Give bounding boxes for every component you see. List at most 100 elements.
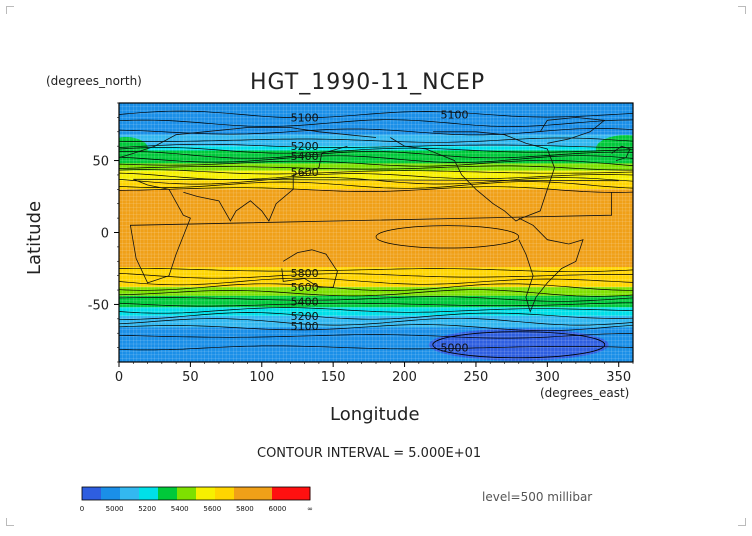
colorbar-frame [81,486,311,501]
band-10 [119,295,633,308]
contour-line [119,307,633,314]
band-7 [119,189,633,268]
contour-closed [432,331,606,359]
contour-label: 5100 [291,320,319,333]
contour-line [119,181,633,189]
x-axis-label: Longitude [330,404,420,425]
contour-label: 5200 [291,140,319,153]
contour-line [119,312,633,320]
colorbar-swatch [291,487,311,500]
colorbar-swatch [196,487,216,500]
chart-title: HGT_1990-11_NCEP [250,70,486,95]
coastline [183,145,348,222]
contour-line [119,273,633,279]
crop-mark-top-left-h [6,6,14,7]
contour-line [119,128,633,136]
colorbar-label: 5400 [171,505,189,513]
band-12 [119,315,633,328]
contour-label: 5200 [291,310,319,323]
contour-label: 5600 [291,166,319,179]
colorbar-label: 5800 [236,505,254,513]
contour-line [119,147,633,154]
x-tick-label: 350 [606,370,631,385]
x-tick-label: 0 [115,370,123,385]
x-tick-label: 100 [249,370,274,385]
coastline [281,249,338,288]
x-tick-label: 250 [464,370,489,385]
y-tick-label: -50 [88,298,109,313]
contour-line [119,143,633,149]
crop-mark-top-right-h [738,6,746,7]
contour-line [119,169,633,175]
colorbar-label: 5200 [138,505,156,513]
contour-interval-note: CONTOUR INTERVAL = 5.000E+01 [257,446,482,461]
band-1 [119,134,633,147]
colorbar-label: ∞ [307,505,313,513]
contour-line [119,267,633,273]
contour-line [119,151,633,159]
contour-line [119,137,633,143]
y-axis-units: (degrees_north) [46,74,142,88]
contour-line [119,110,633,119]
contour-label: 5600 [291,281,319,294]
contour-line [119,333,633,339]
colorbar-label: 0 [80,505,84,513]
contour-line [119,159,633,167]
colorbar-swatch [272,487,292,500]
colorbar-swatch [82,487,102,500]
coastline [129,178,619,284]
coastline [518,217,584,313]
x-tick-label: 50 [182,370,199,385]
band-8 [119,267,633,288]
contour-line [119,165,633,171]
band-2 [119,146,633,151]
crop-mark-top-right [745,6,746,14]
crop-mark-top-left [6,6,7,14]
contour-line [119,289,633,297]
colorbar-label: 5600 [203,505,221,513]
contour-line [119,119,633,127]
contour-label: 5800 [291,267,319,280]
colorbar-label: 5000 [106,505,124,513]
band-bulge-europe [119,137,149,162]
contour-line [119,302,633,307]
band-6 [119,180,633,190]
contour-line [119,317,633,326]
contour-line [119,155,633,163]
contour-label: 5100 [291,111,319,124]
coastline [119,127,377,159]
x-tick-label: 300 [535,370,560,385]
x-tick-label: 200 [392,370,417,385]
contour-label: 5100 [441,109,469,122]
colorbar-swatch [139,487,159,500]
y-tick-label: 0 [101,227,109,242]
crop-mark-bottom-left-h [6,525,14,526]
low-south-pacific [428,328,609,361]
colorbar-label: 6000 [269,505,287,513]
contour-closed [375,225,520,249]
crop-mark-bottom-right-h [738,525,746,526]
colorbar-swatch [101,487,121,500]
x-axis-units: (degrees_east) [540,386,630,400]
contour-line [119,277,633,286]
contour-line [119,324,633,332]
band-5 [119,170,633,181]
band-9 [119,287,633,296]
colorbar-swatch [253,487,273,500]
colorbar-swatch [234,487,254,500]
contour-line [119,296,633,302]
contour-line [119,172,633,180]
contour-label: 5400 [291,150,319,163]
coastline [390,131,555,222]
y-axis-label: Latitude [24,200,45,275]
crop-mark-bottom-left [6,518,7,526]
coastline [539,116,606,144]
contour-line [119,283,633,291]
colorbar-swatch [120,487,140,500]
x-tick-label: 150 [321,370,346,385]
colorbar-swatch [215,487,235,500]
contour-label: 5000 [441,342,469,355]
band-4 [119,163,633,171]
